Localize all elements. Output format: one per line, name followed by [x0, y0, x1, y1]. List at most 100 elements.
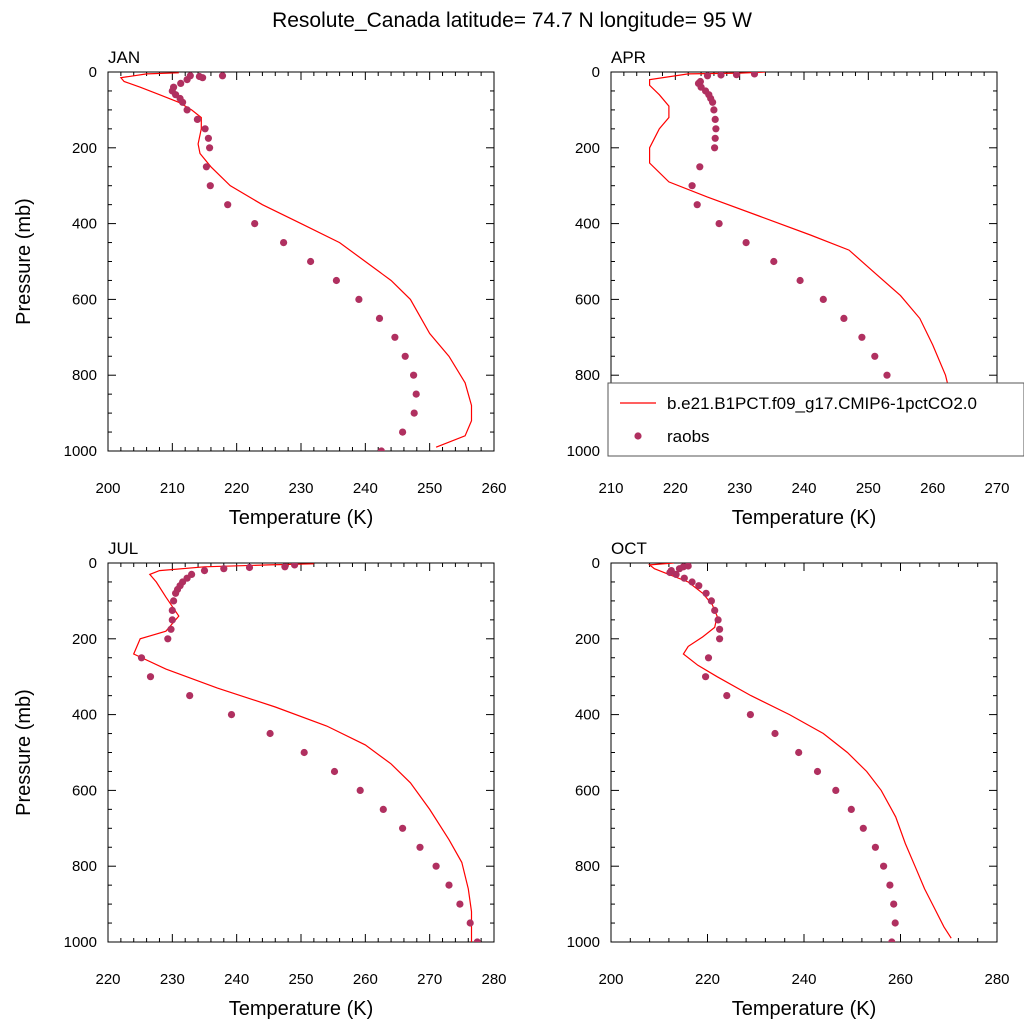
x-tick-label: 230	[727, 480, 752, 497]
raobs-point	[666, 568, 674, 577]
y-tick-label: 1000	[567, 443, 600, 460]
raobs-point	[840, 314, 848, 322]
model-line	[649, 72, 953, 451]
raobs-point	[871, 352, 879, 360]
raobs-point	[245, 563, 254, 572]
y-tick-label: 600	[575, 782, 600, 799]
raobs-point	[732, 72, 741, 79]
raobs-point	[167, 625, 175, 633]
raobs-point	[202, 163, 210, 171]
panel-label: JAN	[108, 48, 140, 67]
raobs-point	[688, 578, 696, 586]
y-tick-label: 400	[72, 216, 97, 233]
raobs-point	[307, 257, 315, 266]
y-tick-label: 0	[89, 555, 97, 572]
x-tick-label: 220	[663, 480, 688, 497]
y-tick-label: 800	[72, 367, 97, 384]
raobs-point	[888, 938, 896, 942]
raobs-point	[355, 295, 363, 303]
raobs-point	[291, 563, 299, 569]
legend-box	[607, 382, 1024, 457]
y-tick-label: 0	[592, 64, 600, 81]
raobs-point	[858, 333, 866, 341]
panel-oct: OCT 0 200 400 600 800 1000 200 220 240 260 280 Tempe…	[567, 539, 1010, 1020]
y-tick-label: 0	[89, 64, 97, 81]
raobs-point	[813, 767, 822, 776]
x-tick-label: 280	[481, 971, 506, 988]
raobs-point	[179, 98, 187, 106]
y-tick-label: 1000	[567, 934, 600, 951]
raobs-point	[859, 824, 867, 832]
x-tick-label: 250	[417, 480, 442, 497]
raobs-point	[445, 881, 453, 889]
x-tick-label: 270	[984, 480, 1009, 497]
raobs-point	[193, 115, 201, 123]
raobs-point	[707, 597, 716, 605]
raobs-point	[711, 115, 719, 123]
x-tick-label: 280	[984, 971, 1009, 988]
x-tick-label: 260	[353, 971, 378, 988]
y-tick-label: 800	[575, 367, 600, 384]
raobs-point	[227, 711, 236, 719]
panels: JAN 0 200 400 600 800 1000 200 210 220 230 240 250 26…	[13, 48, 1024, 1020]
x-tick-label: 260	[481, 480, 506, 497]
raobs-point	[377, 447, 385, 451]
raobs-point	[168, 616, 176, 624]
y-tick-label: 1000	[64, 443, 97, 460]
x-tick-label: 270	[417, 971, 442, 988]
raobs-point	[847, 805, 855, 814]
y-tick-label: 600	[72, 291, 97, 308]
raobs-point	[172, 589, 180, 597]
x-tick-label: 250	[856, 480, 881, 497]
raobs-point	[796, 276, 804, 285]
raobs-point	[770, 257, 778, 266]
x-tick-label: 200	[95, 480, 120, 497]
x-tick-label: 200	[598, 971, 623, 988]
raobs-point	[410, 409, 418, 417]
y-tick-label: 400	[575, 707, 600, 724]
panel-label: OCT	[611, 539, 647, 558]
raobs-point	[195, 72, 203, 81]
raobs-point	[715, 220, 723, 228]
model-line	[648, 563, 952, 939]
raobs-point	[410, 371, 418, 379]
raobs-point	[399, 824, 407, 832]
raobs-point	[218, 72, 227, 80]
series-group	[132, 563, 481, 942]
raobs-point	[251, 220, 259, 228]
raobs-point	[672, 570, 680, 579]
x-tick-label: 240	[224, 971, 249, 988]
raobs-point	[432, 862, 440, 870]
raobs-point	[186, 692, 194, 700]
raobs-point	[880, 862, 888, 870]
x-tick-label: 220	[224, 480, 249, 497]
raobs-point	[709, 98, 717, 106]
raobs-point	[680, 574, 688, 582]
y-tick-label: 200	[72, 631, 97, 648]
raobs-point	[703, 72, 712, 80]
panel-jul: JUL 0 200 400 600 800 1000 220 230 240 250 260 270 28…	[13, 539, 507, 1020]
raobs-point	[200, 567, 209, 575]
raobs-point	[693, 201, 701, 209]
raobs-point	[399, 428, 407, 436]
raobs-point	[375, 314, 384, 322]
raobs-point	[183, 76, 191, 84]
raobs-point	[300, 748, 308, 757]
legend-model-label: b.e21.B1PCT.f09_g17.CMIP6-1pctCO2.0	[667, 394, 977, 413]
series-group	[119, 72, 473, 451]
model-line	[132, 563, 473, 942]
panel-jan: JAN 0 200 400 600 800 1000 200 210 220 230 240 250 26…	[13, 48, 507, 529]
panel-apr: APR 0 200 400 600 800 1000 210 220 230 240 250 260 27…	[567, 48, 1024, 529]
raobs-point	[356, 786, 364, 795]
raobs-point	[332, 276, 340, 285]
raobs-point	[280, 239, 288, 247]
y-tick-label: 400	[72, 707, 97, 724]
x-tick-label: 220	[95, 971, 120, 988]
raobs-point	[716, 635, 724, 643]
raobs-point	[723, 692, 731, 700]
raobs-point	[702, 589, 710, 597]
raobs-point	[711, 144, 719, 152]
y-tick-label: 600	[575, 291, 600, 308]
panel-label: APR	[611, 48, 646, 67]
